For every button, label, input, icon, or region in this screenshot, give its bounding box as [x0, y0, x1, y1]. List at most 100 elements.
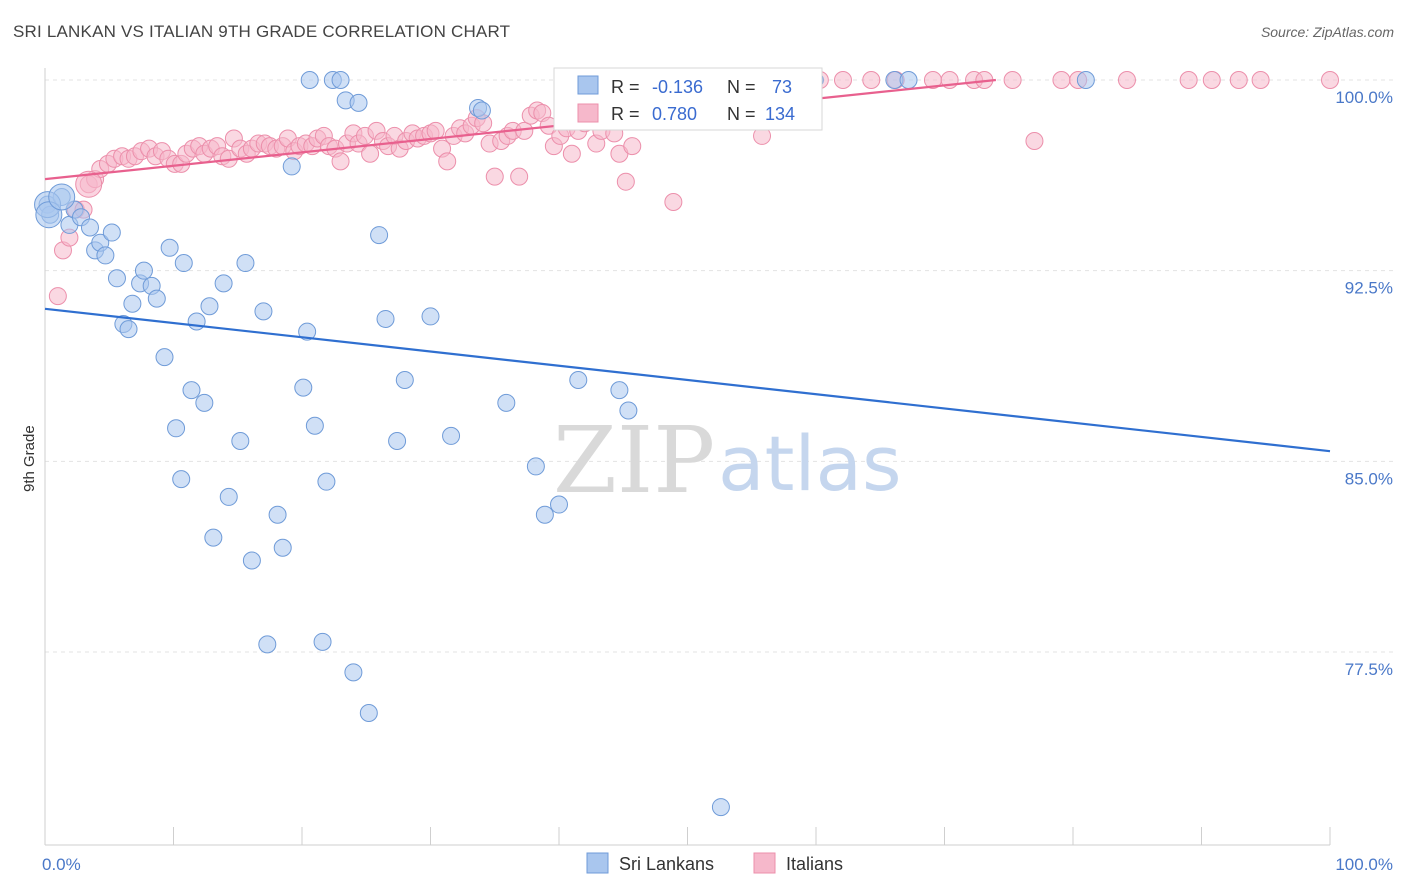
legend-r-value-1: -0.136 — [652, 77, 703, 97]
sri-lankans-point-19[interactable] — [155, 348, 174, 367]
sri-lankans-point-56[interactable] — [442, 426, 461, 445]
sri-lankans-point-18[interactable] — [147, 289, 166, 308]
sri-lankans-point-24[interactable] — [182, 381, 201, 400]
sri-lankans-point-51[interactable] — [370, 226, 389, 245]
sri-lankans-point-58[interactable] — [472, 101, 491, 120]
sri-lankans-point-49[interactable] — [349, 93, 368, 112]
bottom-legend-swatch-italians[interactable] — [753, 852, 776, 874]
italians-point-102[interactable] — [664, 193, 683, 212]
chart-title: SRI LANKAN VS ITALIAN 9TH GRADE CORRELAT… — [13, 22, 511, 41]
sri-lankans-point-9[interactable] — [96, 246, 115, 265]
sri-lankans-point-46[interactable] — [331, 71, 350, 89]
y-tick-labels: 77.5% 85.0% 92.5% 100.0% — [1335, 88, 1393, 679]
sri-lankans-point-41[interactable] — [300, 71, 319, 89]
watermark-atlas: atlas — [718, 419, 902, 508]
trend-lines — [44, 78, 1331, 453]
sri-lankans-point-32[interactable] — [236, 254, 255, 273]
legend-n-label-1: N = — [727, 77, 756, 97]
series-legend: Sri Lankans Italians — [586, 852, 843, 874]
x-tick-min: 0.0% — [42, 855, 81, 874]
sri-lankans-point-63[interactable] — [569, 370, 588, 389]
bottom-legend-swatch-sri-lankans[interactable] — [586, 852, 609, 874]
sri-lankans-point-30[interactable] — [219, 487, 238, 506]
italians-point-94[interactable] — [616, 172, 635, 191]
sri-lankans-point-61[interactable] — [535, 505, 554, 524]
legend-r-value-2: 0.780 — [652, 104, 697, 124]
bottom-legend-label-italians[interactable]: Italians — [786, 854, 843, 874]
sri-lankans-point-29[interactable] — [214, 274, 233, 293]
italians-point-95[interactable] — [623, 137, 642, 156]
sri-lankans-point-38[interactable] — [282, 157, 301, 176]
italians-point-72[interactable] — [485, 167, 504, 186]
italians-point-64[interactable] — [438, 152, 457, 171]
sri-lankans-point-71[interactable] — [899, 71, 918, 89]
legend-r-label-2: R = — [611, 104, 640, 124]
x-tick-max: 100.0% — [1335, 855, 1393, 874]
italians-point-135[interactable] — [1229, 71, 1248, 89]
sri-lankans-point-22[interactable] — [172, 470, 191, 489]
legend-n-value-1: 73 — [772, 77, 792, 97]
sri-lankans-point-28[interactable] — [204, 528, 223, 547]
italians-point-136[interactable] — [1251, 71, 1270, 89]
italians-large-point-0[interactable] — [75, 170, 103, 198]
sri-lankans-point-23[interactable] — [174, 254, 193, 273]
italians-point-128[interactable] — [1003, 71, 1022, 89]
sri-lankans-point-36[interactable] — [268, 505, 287, 524]
sri-lankans-large-point-2[interactable] — [48, 183, 76, 211]
sri-lankans-point-11[interactable] — [107, 269, 126, 288]
sri-lankans-point-35[interactable] — [258, 635, 277, 654]
italians-point-133[interactable] — [1179, 71, 1198, 89]
sri-lankans-point-50[interactable] — [359, 704, 378, 723]
sri-lankans-point-60[interactable] — [526, 457, 545, 476]
sri-lankans-point-25[interactable] — [187, 312, 206, 331]
legend-swatch-italians — [577, 103, 599, 123]
sri-lankans-point-72[interactable] — [1076, 71, 1095, 89]
sri-lankans-points — [34, 71, 1095, 817]
sri-lankans-point-16[interactable] — [134, 261, 153, 280]
sri-lankans-point-20[interactable] — [160, 238, 179, 257]
sri-lankans-point-6[interactable] — [80, 218, 99, 237]
sri-lankans-point-65[interactable] — [619, 401, 638, 420]
italians-point-121[interactable] — [833, 71, 852, 89]
sri-lankans-point-53[interactable] — [388, 431, 407, 450]
sri-lankans-point-39[interactable] — [294, 378, 313, 397]
sri-lankans-point-27[interactable] — [200, 297, 219, 316]
sri-lankans-point-37[interactable] — [273, 538, 292, 557]
bottom-legend-label-sri-lankans[interactable]: Sri Lankans — [619, 854, 714, 874]
sri-lankans-point-31[interactable] — [231, 431, 250, 450]
sri-lankans-point-59[interactable] — [497, 393, 516, 412]
italians-point-130[interactable] — [1052, 71, 1071, 89]
italians-point-76[interactable] — [510, 167, 529, 186]
sri-lankans-point-42[interactable] — [305, 416, 324, 435]
sri-lankans-point-14[interactable] — [123, 294, 142, 313]
sri-lankans-point-43[interactable] — [313, 632, 332, 651]
italians-point-132[interactable] — [1117, 71, 1136, 89]
sri-lankans-point-54[interactable] — [395, 370, 414, 389]
y-axis-label: 9th Grade — [21, 425, 38, 492]
sri-lankans-point-33[interactable] — [242, 551, 261, 570]
sri-lankans-point-52[interactable] — [376, 309, 395, 328]
sri-lankans-point-44[interactable] — [317, 472, 336, 491]
sri-lankans-point-40[interactable] — [298, 322, 317, 341]
sri-lankans-point-34[interactable] — [254, 302, 273, 321]
italians-trend-line — [44, 78, 997, 181]
sri-lankans-point-21[interactable] — [167, 419, 186, 438]
italians-point-51[interactable] — [361, 144, 380, 163]
sri-lankans-point-48[interactable] — [344, 663, 363, 682]
italians-point-85[interactable] — [562, 144, 581, 163]
sri-lankans-point-13[interactable] — [119, 320, 138, 339]
italians-point-134[interactable] — [1202, 71, 1221, 89]
sri-lankans-point-62[interactable] — [550, 495, 568, 514]
italians-point-129[interactable] — [1025, 132, 1044, 151]
y-tick-label-3: 100.0% — [1335, 88, 1393, 107]
sri-lankans-point-68[interactable] — [711, 798, 730, 817]
italians-point-46[interactable] — [331, 152, 350, 171]
sri-lankans-point-64[interactable] — [610, 381, 629, 400]
sri-lankans-point-10[interactable] — [102, 223, 121, 242]
sri-lankans-point-55[interactable] — [421, 307, 440, 326]
sri-lankans-point-26[interactable] — [195, 393, 214, 412]
italians-point-122[interactable] — [862, 71, 881, 89]
italians-point-137[interactable] — [1321, 71, 1339, 89]
italians-point-0[interactable] — [48, 287, 67, 306]
